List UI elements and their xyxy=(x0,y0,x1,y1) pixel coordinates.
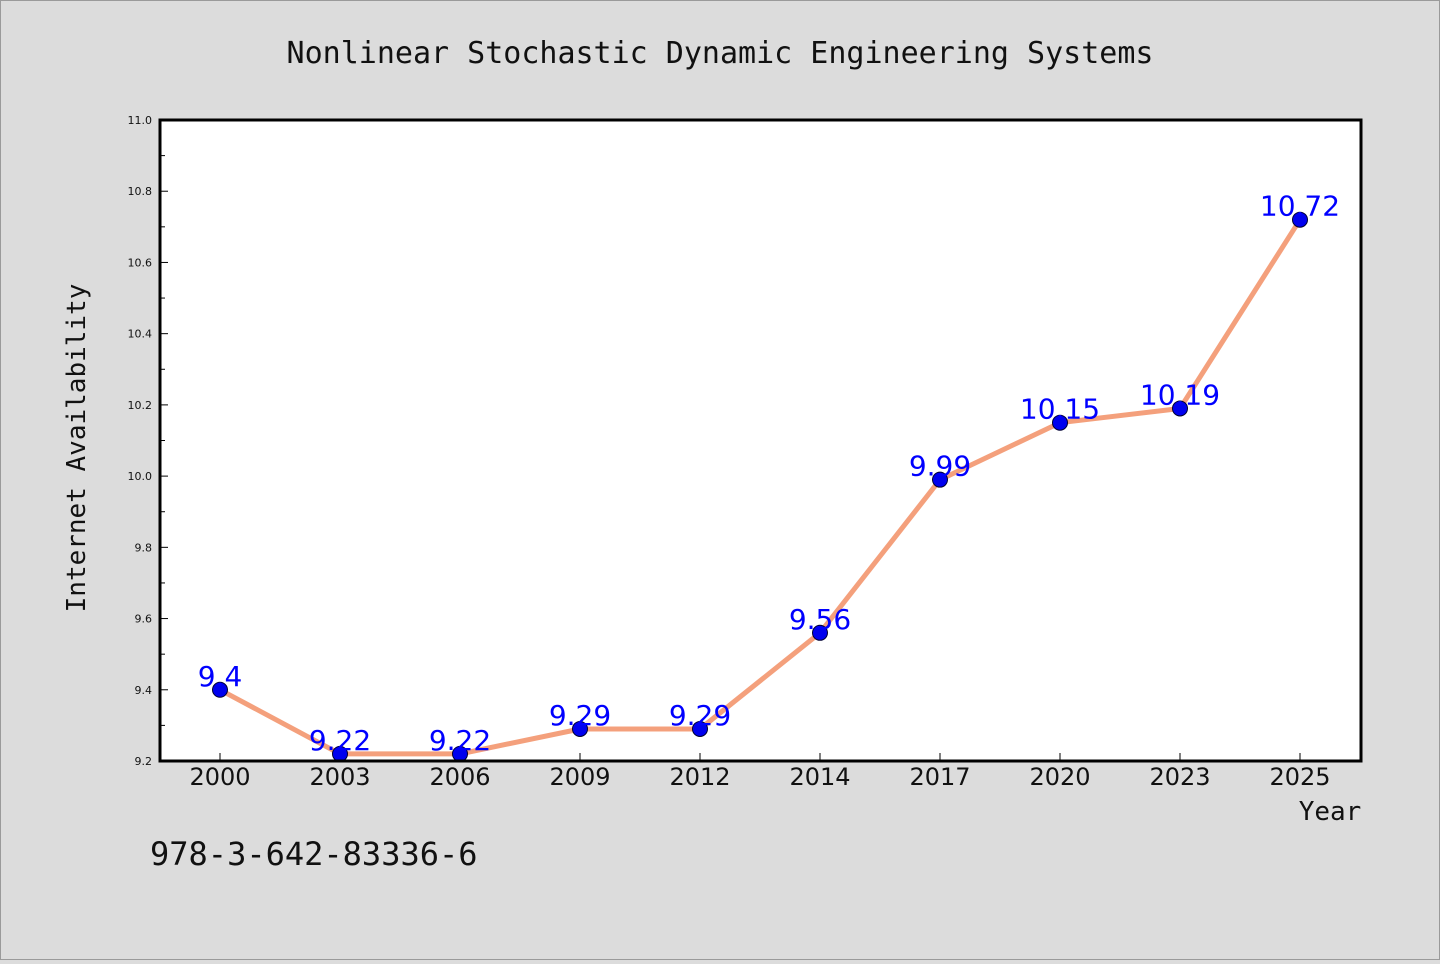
data-label: 9.99 xyxy=(909,450,971,483)
x-tick-label: 2006 xyxy=(429,763,490,791)
x-tick-label: 2012 xyxy=(669,763,730,791)
data-label: 10.19 xyxy=(1140,378,1220,411)
data-labels: 9.4 9.22 9.22 9.29 9.29 9.56 9.99 10.15 10.19 10.… xyxy=(198,190,1340,757)
y-tick-label: 10.6 xyxy=(128,256,153,269)
x-tick-label: 2000 xyxy=(189,763,250,791)
y-tick-label: 10.4 xyxy=(128,328,153,341)
y-tick-label: 9.8 xyxy=(135,541,153,554)
data-point xyxy=(812,624,828,641)
x-axis: 2000 2003 2006 2009 2012 2014 2017 2020 2023 2025 xyxy=(189,753,1331,791)
x-tick-label: 2009 xyxy=(549,763,610,791)
y-axis-label: Internet Availability xyxy=(62,284,92,613)
plot-area xyxy=(160,120,1361,761)
data-label: 10.72 xyxy=(1260,190,1340,223)
x-tick-label: 2014 xyxy=(789,763,850,791)
data-point xyxy=(692,720,708,737)
data-label: 9.56 xyxy=(789,603,851,636)
data-label: 9.4 xyxy=(198,660,243,693)
y-tick-label: 10.0 xyxy=(128,470,153,483)
data-point xyxy=(572,720,588,737)
y-axis: 9.2 9.4 9.6 9.8 10.0 10.2 10.4 10.6 10.8 11.0 xyxy=(128,114,168,768)
data-point xyxy=(1292,211,1308,228)
x-tick-label: 2017 xyxy=(909,763,970,791)
data-label: 10.15 xyxy=(1020,393,1100,426)
data-point xyxy=(1172,400,1188,417)
y-tick-label: 9.6 xyxy=(135,613,153,626)
chart-title: Nonlinear Stochastic Dynamic Engineering… xyxy=(287,36,1154,71)
data-label: 9.22 xyxy=(429,724,491,757)
y-tick-label: 9.2 xyxy=(135,755,153,768)
data-point xyxy=(212,681,228,698)
x-tick-label: 2025 xyxy=(1269,763,1330,791)
isbn-text: 978-3-642-83336-6 xyxy=(150,835,478,873)
series-line xyxy=(217,217,1303,757)
y-tick-label: 9.4 xyxy=(135,684,153,697)
y-tick-label: 11.0 xyxy=(128,114,153,127)
x-tick-label: 2003 xyxy=(309,763,370,791)
y-tick-label: 10.2 xyxy=(128,399,153,412)
plot-border xyxy=(158,118,1363,763)
data-label: 9.29 xyxy=(669,699,731,732)
data-label: 9.29 xyxy=(549,699,611,732)
data-points xyxy=(212,211,1308,762)
x-axis-label: Year xyxy=(1299,797,1362,827)
x-tick-label: 2020 xyxy=(1029,763,1090,791)
data-point xyxy=(932,471,948,488)
data-point xyxy=(1052,414,1068,431)
x-tick-label: 2023 xyxy=(1149,763,1210,791)
data-label: 9.22 xyxy=(309,724,371,757)
y-tick-label: 10.8 xyxy=(128,185,153,198)
